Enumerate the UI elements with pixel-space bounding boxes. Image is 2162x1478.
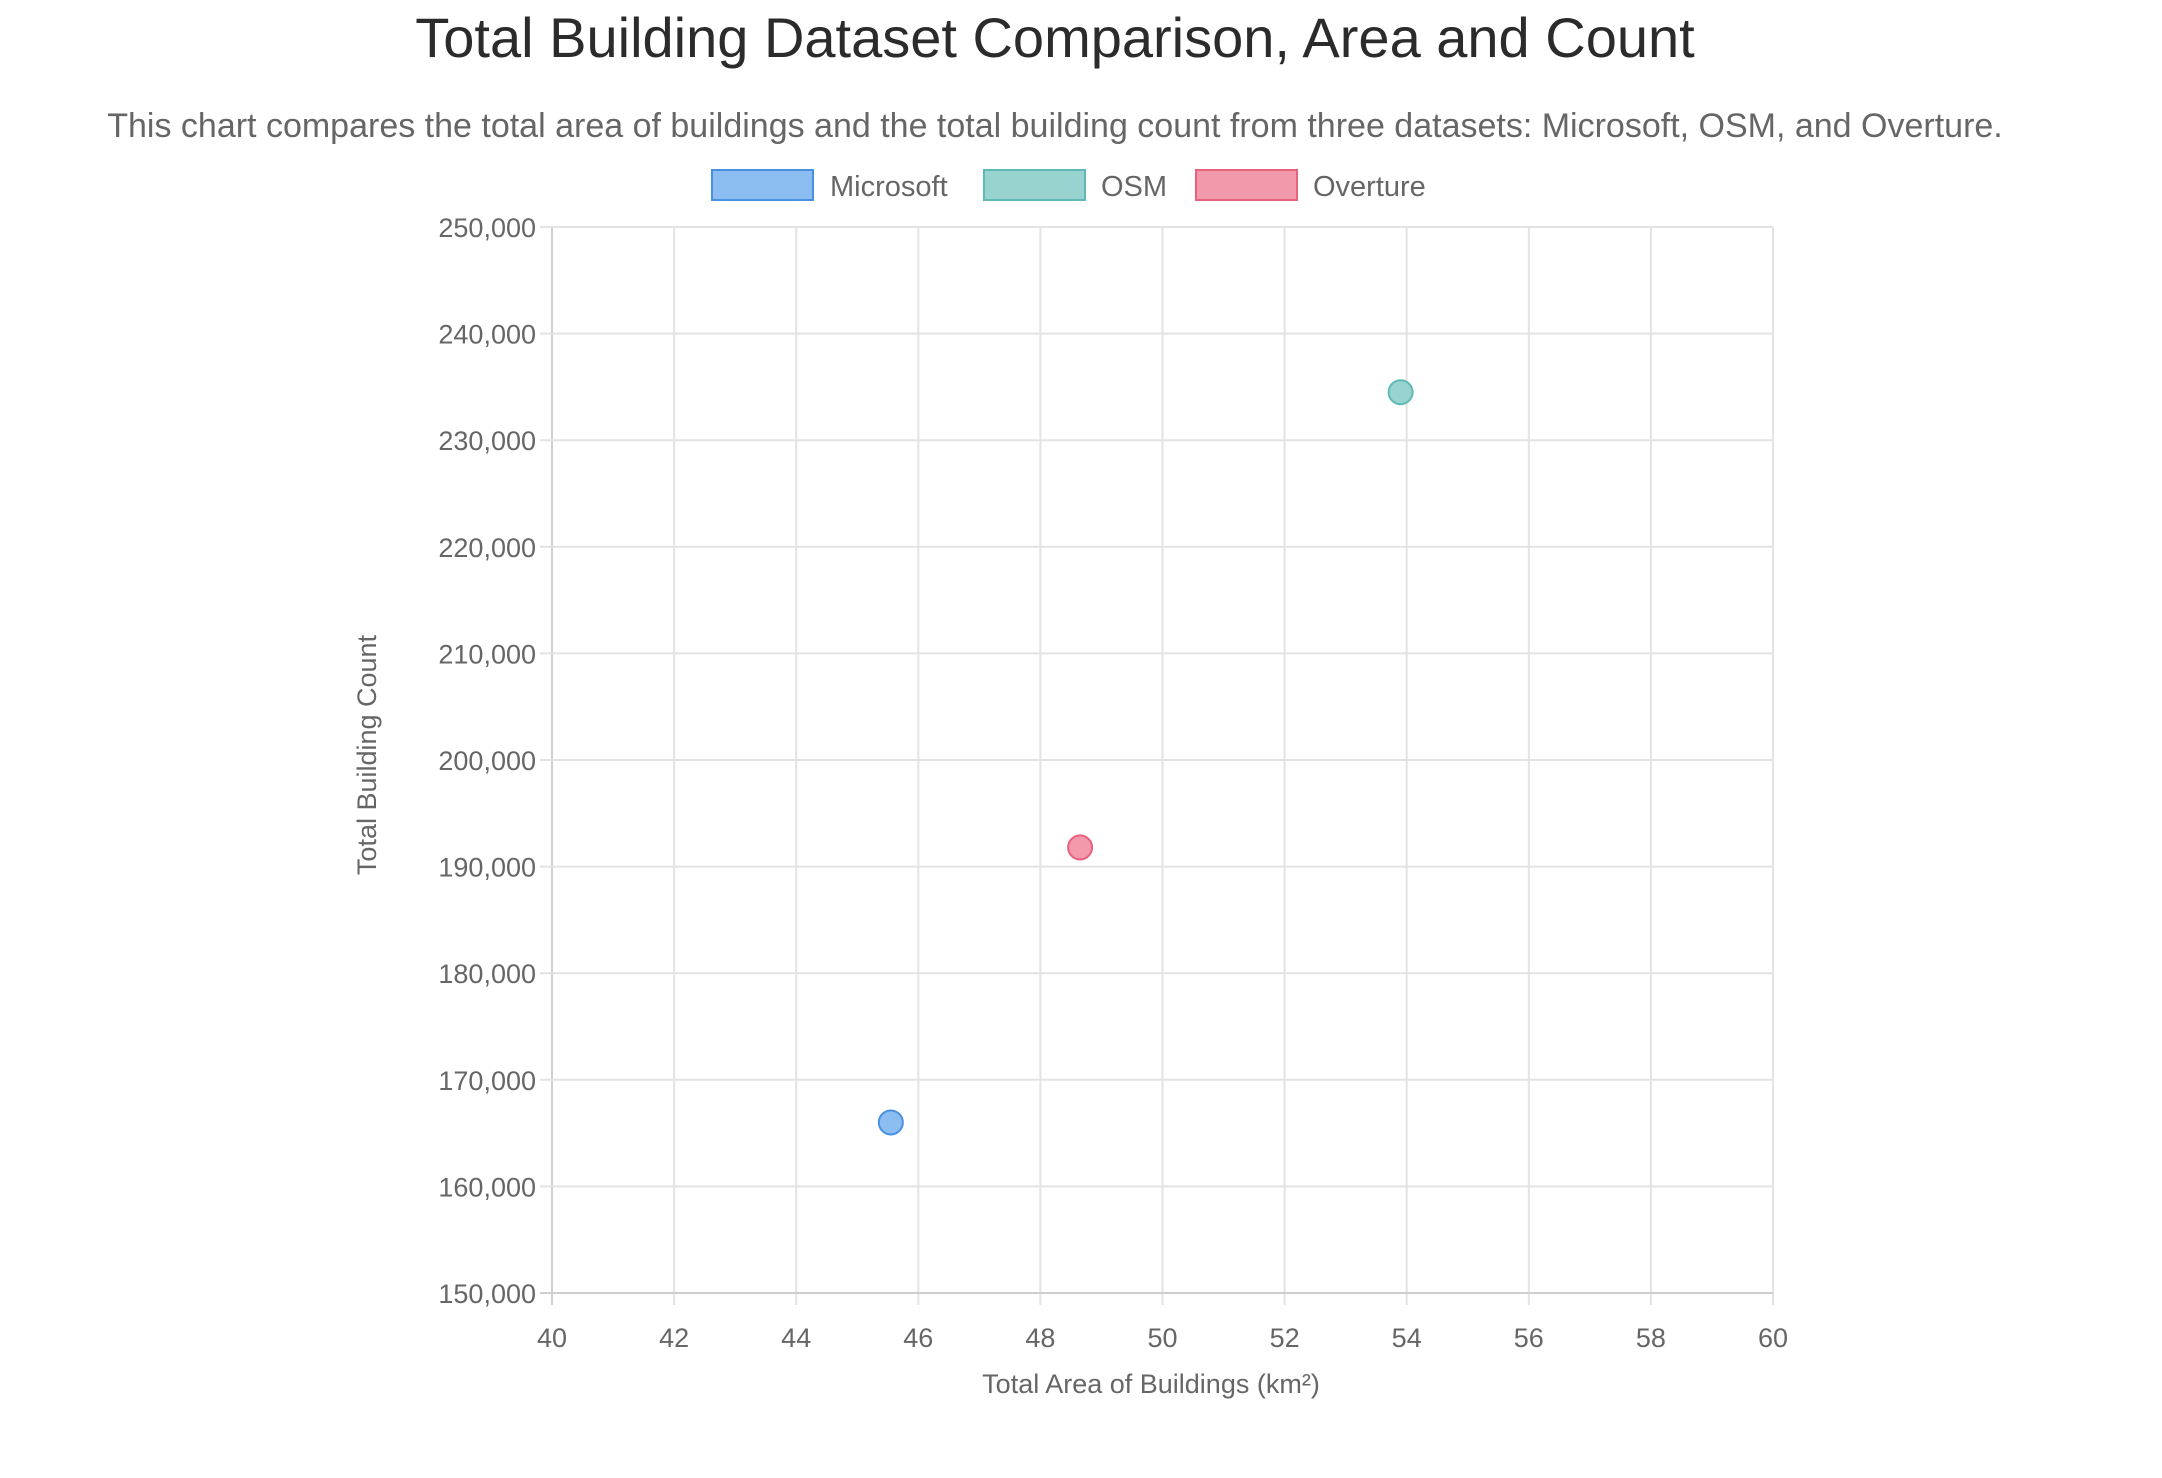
y-tick-label: 210,000 [438,639,536,669]
x-tick-label: 48 [1025,1323,1055,1353]
x-tick-label: 50 [1147,1323,1177,1353]
legend-label[interactable]: Microsoft [830,171,948,203]
x-tick-label: 46 [903,1323,933,1353]
x-tick-label: 60 [1758,1323,1788,1353]
x-tick-labels: 40 42 44 46 48 50 52 54 56 58 60 [537,1323,1788,1353]
y-tick-label: 170,000 [438,1066,536,1096]
legend-swatch[interactable] [983,169,1086,201]
chart-title: Total Building Dataset Comparison, Area … [415,6,1695,69]
y-axis-title: Total Building Count [352,634,382,875]
data-point-osm[interactable] [1387,379,1414,406]
y-tick-label: 230,000 [438,426,536,456]
y-tick-labels: 250,000 240,000 230,000 220,000 210,000 200,0… [438,213,536,1309]
legend-swatch[interactable] [1195,169,1298,201]
data-point-overture[interactable] [1067,834,1094,861]
data-point-microsoft[interactable] [877,1109,904,1136]
x-tick-label: 44 [781,1323,811,1353]
legend: Microsoft OSM Overture [711,169,1426,203]
data-points [877,379,1414,1136]
x-tick-label: 42 [659,1323,689,1353]
x-tick-label: 54 [1392,1323,1422,1353]
y-tick-label: 190,000 [438,853,536,883]
x-tick-label: 56 [1514,1323,1544,1353]
legend-swatch[interactable] [711,169,814,201]
x-axis-title: Total Area of Buildings (km²) [982,1369,1320,1399]
grid-lines [540,226,1774,1305]
y-tick-label: 250,000 [438,213,536,243]
y-tick-label: 180,000 [438,959,536,989]
x-tick-label: 58 [1636,1323,1666,1353]
legend-label[interactable]: Overture [1313,171,1426,203]
x-tick-label: 52 [1270,1323,1300,1353]
y-tick-label: 150,000 [438,1279,536,1309]
y-tick-label: 200,000 [438,746,536,776]
chart-subtitle: This chart compares the total area of bu… [107,107,2003,145]
y-tick-label: 240,000 [438,320,536,350]
x-tick-label: 40 [537,1323,567,1353]
y-tick-label: 220,000 [438,533,536,563]
y-tick-label: 160,000 [438,1172,536,1202]
legend-label[interactable]: OSM [1101,171,1167,203]
